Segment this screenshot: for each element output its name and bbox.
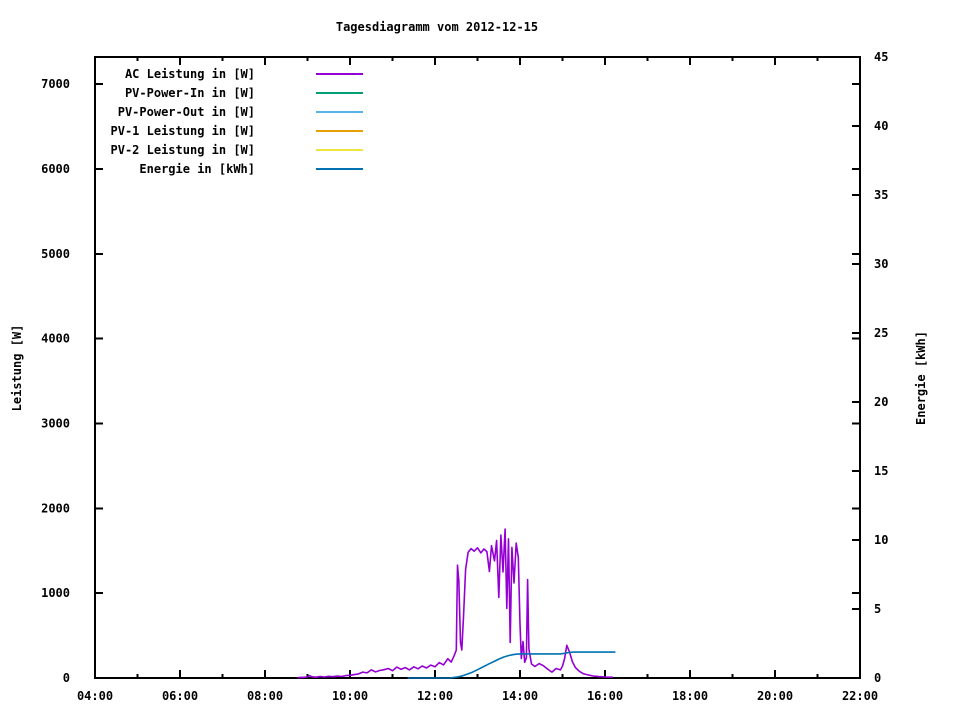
legend-swatch-pv-power-in xyxy=(316,92,363,94)
y-axis-right-tick-label: 15 xyxy=(874,464,888,478)
y-axis-right-tick-label: 40 xyxy=(874,119,888,133)
x-axis-tick-label: 16:00 xyxy=(587,689,623,703)
y-axis-left-tick-label: 2000 xyxy=(41,501,70,515)
legend-label: PV-2 Leistung in [W] xyxy=(110,143,256,157)
legend-swatch-pv2-leistung xyxy=(316,149,363,151)
y-axis-left-tick-label: 4000 xyxy=(41,332,70,346)
legend-swatch-energie xyxy=(316,168,363,170)
y-axis-right-tick-label: 30 xyxy=(874,257,888,271)
y-axis-left-tick-label: 0 xyxy=(63,671,70,685)
y-axis-right-tick-label: 35 xyxy=(874,188,888,202)
x-axis-tick-label: 06:00 xyxy=(162,689,198,703)
y-axis-right-label: Energie [kWh] xyxy=(914,331,928,425)
y-axis-right-tick-label: 25 xyxy=(874,326,888,340)
legend-swatch-pv1-leistung xyxy=(316,130,363,132)
y-axis-left-tick-label: 3000 xyxy=(41,416,70,430)
legend-label: PV-1 Leistung in [W] xyxy=(110,124,256,138)
x-axis-tick-label: 20:00 xyxy=(757,689,793,703)
y-axis-left-tick-label: 7000 xyxy=(41,77,70,91)
y-axis-left-tick-label: 1000 xyxy=(41,586,70,600)
x-axis-tick-label: 04:00 xyxy=(77,689,113,703)
y-axis-right-tick-label: 10 xyxy=(874,533,888,547)
y-axis-right-tick-label: 0 xyxy=(874,671,881,685)
y-axis-right-tick-label: 5 xyxy=(874,602,881,616)
y-axis-right-tick-label: 20 xyxy=(874,395,888,409)
y-axis-left-tick-label: 5000 xyxy=(41,247,70,261)
chart-title: Tagesdiagramm vom 2012-12-15 xyxy=(335,20,539,34)
legend-label: PV-Power-In in [W] xyxy=(124,86,255,100)
legend-swatch-ac-leistung xyxy=(316,73,363,75)
x-axis-tick-label: 10:00 xyxy=(332,689,368,703)
legend-swatch-pv-power-out xyxy=(316,111,363,113)
legend-label: Energie in [kWh] xyxy=(139,162,255,176)
x-axis-tick-label: 18:00 xyxy=(672,689,708,703)
legend-label: PV-Power-Out in [W] xyxy=(117,105,255,119)
series-line-energie-in-kwh xyxy=(407,651,616,679)
y-axis-right-tick-label: 45 xyxy=(874,50,888,64)
x-axis-tick-label: 14:00 xyxy=(502,689,538,703)
legend-label: AC Leistung in [W] xyxy=(124,67,255,81)
x-axis-tick-label: 08:00 xyxy=(247,689,283,703)
series-line-ac-leistung-in-w xyxy=(297,528,613,679)
x-axis-tick-label: 22:00 xyxy=(842,689,878,703)
y-axis-left-label: Leistung [W] xyxy=(10,324,24,412)
x-axis-tick-label: 12:00 xyxy=(417,689,453,703)
y-axis-left-tick-label: 6000 xyxy=(41,162,70,176)
axis-ticks xyxy=(94,56,861,679)
